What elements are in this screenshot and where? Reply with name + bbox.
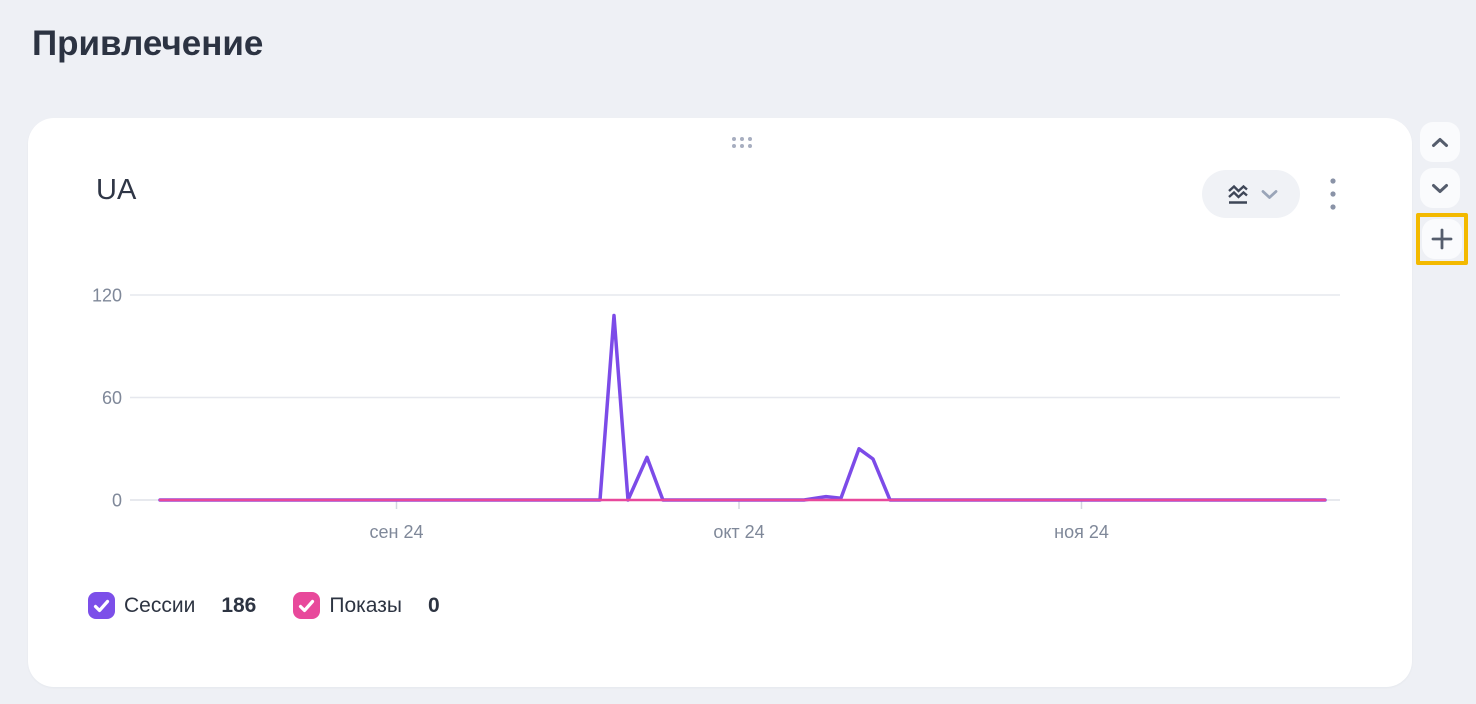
line-chart[interactable]: 120 60 0 сен 24 окт 24 ноя 24 [28,268,1412,560]
svg-text:ноя 24: ноя 24 [1054,522,1109,542]
legend-item-sessions: Сессии 186 [88,592,256,619]
widget-title: UA [96,174,137,206]
add-widget-button[interactable] [1422,219,1462,259]
legend-value: 186 [221,593,257,617]
sessions-checkbox[interactable] [88,592,115,619]
legend-value: 0 [427,593,440,617]
kebab-menu-icon [1329,177,1337,211]
chart-widget-card: UA 12 [28,118,1412,687]
move-widget-up-button[interactable] [1420,122,1460,162]
sessions-line [158,313,1327,502]
svg-text:0: 0 [112,491,122,511]
chart-legend: Сессии 186 Показы 0 [88,592,440,619]
plus-icon [1431,228,1453,250]
chevron-up-icon [1431,137,1449,148]
svg-text:окт 24: окт 24 [713,522,764,542]
page-title: Привлечение [32,24,264,63]
svg-text:120: 120 [92,286,122,306]
move-widget-down-button[interactable] [1420,168,1460,208]
legend-item-impressions: Показы 0 [293,592,440,619]
chevron-down-icon [1431,183,1449,194]
drag-handle-icon[interactable] [728,133,756,152]
chart-type-button[interactable] [1202,170,1300,218]
widget-menu-button[interactable] [1316,170,1350,218]
waves-line-chart-icon [1225,182,1251,206]
focus-highlight [1416,213,1468,265]
x-axis: сен 24 окт 24 ноя 24 [370,501,1109,542]
legend-label: Сессии [124,593,196,617]
check-icon [93,599,110,612]
legend-label: Показы [329,593,402,617]
impressions-checkbox[interactable] [293,592,321,619]
svg-text:сен 24: сен 24 [370,522,424,542]
y-axis-labels: 120 60 0 [92,286,122,511]
chart-gridlines [130,294,1340,501]
check-icon [299,599,315,612]
svg-text:60: 60 [102,388,122,408]
chevron-down-icon [1261,189,1278,200]
